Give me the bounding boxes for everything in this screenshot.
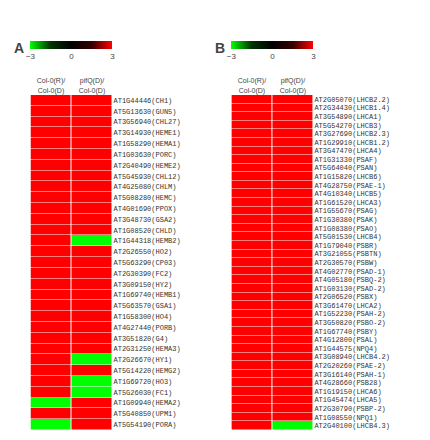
svg-text:AT1G08380(PSAO): AT1G08380(PSAO) bbox=[314, 225, 377, 233]
svg-text:AT2G26670(HY1): AT2G26670(HY1) bbox=[114, 356, 173, 364]
svg-text:AT5G63570(GSA1): AT5G63570(GSA1) bbox=[114, 302, 177, 310]
svg-text:AT3G61470(LHCA2): AT3G61470(LHCA2) bbox=[314, 302, 381, 310]
svg-text:Col-0(R)/Col-0(D): Col-0(R)/Col-0(D) bbox=[37, 78, 65, 95]
svg-text:AT1G09940(HEMA2): AT1G09940(HEMA2) bbox=[114, 399, 181, 407]
svg-text:AT1G45474(LHCA5): AT1G45474(LHCA5) bbox=[314, 396, 381, 404]
svg-text:AT4G01690(PPOX): AT4G01690(PPOX) bbox=[114, 205, 177, 213]
svg-text:AT4G28660(PSB28): AT4G28660(PSB28) bbox=[314, 379, 381, 387]
svg-text:AT2G31250(HEMA3): AT2G31250(HEMA3) bbox=[114, 345, 181, 353]
svg-text:0: 0 bbox=[69, 52, 74, 61]
svg-text:AT1G61520(LHCA3): AT1G61520(LHCA3) bbox=[314, 199, 381, 207]
svg-text:Col-0(R)/Col-0(D): Col-0(R)/Col-0(D) bbox=[238, 78, 266, 95]
svg-text:AT5G63290(CP03): AT5G63290(CP03) bbox=[114, 259, 177, 267]
svg-text:AT2G26550(HO2): AT2G26550(HO2) bbox=[114, 248, 173, 256]
svg-text:AT1G67740(PSBY): AT1G67740(PSBY) bbox=[314, 328, 377, 336]
svg-text:AT1G15820(LHCB6): AT1G15820(LHCB6) bbox=[314, 173, 381, 181]
svg-text:0: 0 bbox=[270, 52, 275, 61]
svg-text:AT3G50820(PSBO-2): AT3G50820(PSBO-2) bbox=[314, 319, 385, 327]
svg-text:AT3G16140(PSAH-1): AT3G16140(PSAH-1) bbox=[314, 371, 385, 379]
svg-text:AT1G58300(HO4): AT1G58300(HO4) bbox=[114, 313, 173, 321]
svg-text:AT1G19150(LHCA6): AT1G19150(LHCA6) bbox=[314, 388, 381, 396]
svg-text:AT4G05180(PSBQ-2): AT4G05180(PSBQ-2) bbox=[314, 276, 385, 284]
svg-text:AT1G44318(HEMB2): AT1G44318(HEMB2) bbox=[114, 237, 181, 245]
svg-text:AT3G09150(HY2): AT3G09150(HY2) bbox=[114, 281, 173, 289]
svg-text:AT1G44575(NPQ4): AT1G44575(NPQ4) bbox=[314, 345, 377, 353]
svg-text:3: 3 bbox=[110, 52, 115, 61]
svg-text:AT3G56940(CHL27): AT3G56940(CHL27) bbox=[114, 118, 181, 126]
svg-text:AT5G40850(UPM1): AT5G40850(UPM1) bbox=[114, 410, 177, 418]
svg-text:AT1G69740(HEMB1): AT1G69740(HEMB1) bbox=[114, 291, 181, 299]
svg-text:AT3G21055(PSBTN): AT3G21055(PSBTN) bbox=[314, 250, 381, 258]
svg-text:AT3G47470(LHCA4): AT3G47470(LHCA4) bbox=[314, 147, 381, 155]
svg-text:AT5G13630(GUN5): AT5G13630(GUN5) bbox=[114, 108, 177, 116]
svg-text:pifQ(D)/Col-0(D): pifQ(D)/Col-0(D) bbox=[280, 78, 306, 95]
svg-text:AT3G08940(LHCB4.2): AT3G08940(LHCB4.2) bbox=[314, 353, 390, 361]
svg-text:AT4G10340(LHCB5): AT4G10340(LHCB5) bbox=[314, 190, 381, 198]
svg-text:AT2G30570(PSBW): AT2G30570(PSBW) bbox=[314, 259, 377, 267]
svg-text:AT4G25080(CHLM): AT4G25080(CHLM) bbox=[114, 183, 177, 191]
svg-text:AT2G30390(FC2): AT2G30390(FC2) bbox=[114, 270, 173, 278]
svg-text:AT5G08280(HEMC): AT5G08280(HEMC) bbox=[114, 194, 177, 202]
svg-text:AT3G27690(LHCB2.3): AT3G27690(LHCB2.3) bbox=[314, 130, 390, 138]
svg-text:A: A bbox=[14, 40, 24, 56]
svg-text:AT2G06520(PSBX): AT2G06520(PSBX) bbox=[314, 293, 377, 301]
svg-text:AT5G01530(LHCB4): AT5G01530(LHCB4) bbox=[314, 233, 381, 241]
svg-text:AT2G30790(PSBP-2): AT2G30790(PSBP-2) bbox=[314, 405, 385, 413]
svg-text:−3: −3 bbox=[26, 52, 36, 61]
svg-text:AT2G40490(HEME2): AT2G40490(HEME2) bbox=[114, 162, 181, 170]
svg-text:AT1G58290(HEMA1): AT1G58290(HEMA1) bbox=[114, 140, 181, 148]
svg-text:AT4G28750(PSAE-1): AT4G28750(PSAE-1) bbox=[314, 182, 385, 190]
svg-text:AT1G31330(PSAF): AT1G31330(PSAF) bbox=[314, 156, 377, 164]
svg-text:AT3G48730(GSA2): AT3G48730(GSA2) bbox=[114, 216, 177, 224]
svg-text:AT1G30380(PSAK): AT1G30380(PSAK) bbox=[314, 216, 377, 224]
svg-text:AT2G20260(PSAE-2): AT2G20260(PSAE-2) bbox=[314, 362, 385, 370]
svg-text:AT5G45930(CHL12): AT5G45930(CHL12) bbox=[114, 173, 181, 181]
svg-text:AT3G54890(LHCA1): AT3G54890(LHCA1) bbox=[314, 113, 381, 121]
svg-text:−3: −3 bbox=[227, 52, 237, 61]
svg-text:AT1G03130(PSAD-2): AT1G03130(PSAD-2) bbox=[314, 285, 385, 293]
svg-text:AT1G52230(PSAH-2): AT1G52230(PSAH-2) bbox=[314, 310, 385, 318]
svg-text:AT1G08550(NPQ1): AT1G08550(NPQ1) bbox=[314, 414, 377, 422]
svg-text:AT5G64040(PSAN): AT5G64040(PSAN) bbox=[314, 164, 377, 172]
svg-text:pifQ(D)/Col-0(D): pifQ(D)/Col-0(D) bbox=[79, 78, 105, 95]
svg-text:B: B bbox=[215, 40, 225, 56]
svg-text:AT4G02770(PSAD-1): AT4G02770(PSAD-1) bbox=[314, 268, 385, 276]
svg-text:AT2G34430(LHCB1.4): AT2G34430(LHCB1.4) bbox=[314, 104, 390, 112]
svg-text:AT3G14930(HEME1): AT3G14930(HEME1) bbox=[114, 129, 181, 137]
svg-text:AT1G79040(PSBR): AT1G79040(PSBR) bbox=[314, 242, 377, 250]
svg-text:AT5G54270(LHCB3): AT5G54270(LHCB3) bbox=[314, 122, 381, 130]
svg-text:AT1G03630(PORC): AT1G03630(PORC) bbox=[114, 151, 177, 159]
svg-text:AT1G29910(LHCB1.2): AT1G29910(LHCB1.2) bbox=[314, 139, 390, 147]
svg-text:AT2G05070(LHCB2.2): AT2G05070(LHCB2.2) bbox=[314, 96, 390, 104]
svg-text:AT5G26030(FC1): AT5G26030(FC1) bbox=[114, 389, 173, 397]
svg-text:AT4G12800(PSAL): AT4G12800(PSAL) bbox=[314, 336, 377, 344]
svg-text:AT1G55670(PSAG): AT1G55670(PSAG) bbox=[314, 207, 377, 215]
svg-text:AT5G14220(HEMG2): AT5G14220(HEMG2) bbox=[114, 367, 181, 375]
svg-text:3: 3 bbox=[311, 52, 316, 61]
svg-text:AT5G54190(PORA): AT5G54190(PORA) bbox=[114, 421, 177, 429]
svg-text:AT1G69720(HO3): AT1G69720(HO3) bbox=[114, 378, 173, 386]
svg-text:AT1G44446(CH1): AT1G44446(CH1) bbox=[114, 97, 173, 105]
svg-text:AT2G40100(LHCB4.3): AT2G40100(LHCB4.3) bbox=[314, 422, 390, 430]
svg-text:AT1G08520(CHLD): AT1G08520(CHLD) bbox=[114, 227, 177, 235]
svg-text:AT3G51820(G4): AT3G51820(G4) bbox=[114, 335, 169, 343]
svg-text:AT4G27440(PORB): AT4G27440(PORB) bbox=[114, 324, 177, 332]
